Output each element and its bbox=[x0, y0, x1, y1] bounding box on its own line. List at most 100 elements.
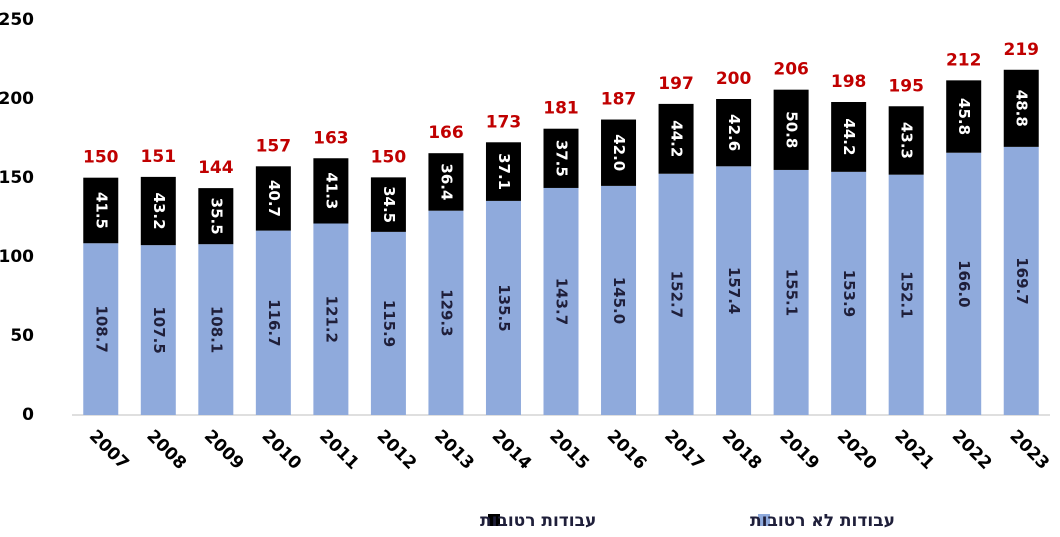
x-tick-label: 2019 bbox=[775, 426, 823, 474]
legend-swatch bbox=[488, 514, 500, 526]
segment-label: 157.4 bbox=[725, 267, 743, 314]
bar-segment bbox=[716, 166, 752, 415]
bar-segment bbox=[601, 119, 637, 186]
x-tick-label: 2022 bbox=[948, 426, 996, 474]
x-tick-label: 2007 bbox=[85, 426, 133, 474]
segment-label: 135.5 bbox=[495, 284, 513, 331]
y-tick-label: 200 bbox=[0, 89, 34, 109]
bar-segment bbox=[255, 230, 291, 415]
total-label: 157 bbox=[256, 136, 292, 156]
total-label: 173 bbox=[486, 112, 522, 132]
segment-label: 45.8 bbox=[955, 98, 973, 135]
y-tick-label: 250 bbox=[0, 10, 34, 30]
total-label: 151 bbox=[141, 147, 177, 167]
bar-segment bbox=[831, 171, 867, 415]
bar-segment bbox=[658, 103, 694, 174]
bar-segment bbox=[485, 200, 521, 415]
segment-label: 121.2 bbox=[322, 296, 340, 343]
bar-segment bbox=[370, 177, 406, 232]
x-tick-label: 2008 bbox=[142, 426, 190, 474]
total-label: 198 bbox=[831, 72, 867, 92]
bar-segment bbox=[888, 106, 924, 175]
bar-segment bbox=[198, 188, 234, 245]
x-tick-label: 2021 bbox=[890, 426, 938, 474]
segment-label: 37.5 bbox=[553, 140, 571, 177]
bar-segment bbox=[543, 128, 579, 188]
x-tick-label: 2013 bbox=[430, 426, 478, 474]
y-tick-label: 150 bbox=[0, 168, 34, 188]
segment-label: 41.5 bbox=[92, 192, 110, 229]
segment-label: 143.7 bbox=[553, 278, 571, 325]
total-label: 150 bbox=[83, 148, 119, 168]
x-tick-label: 2018 bbox=[718, 426, 766, 474]
bar-segment bbox=[83, 177, 119, 244]
bar-segment bbox=[428, 210, 464, 415]
bar-segment bbox=[543, 187, 579, 415]
x-tick-label: 2010 bbox=[258, 426, 306, 474]
total-label: 144 bbox=[198, 158, 234, 178]
segment-label: 108.1 bbox=[207, 306, 225, 353]
bar-segment bbox=[313, 223, 349, 415]
segment-label: 152.1 bbox=[898, 271, 916, 318]
segment-label: 41.3 bbox=[322, 172, 340, 209]
segment-label: 107.5 bbox=[150, 306, 168, 353]
x-tick-label: 2016 bbox=[603, 426, 651, 474]
segment-label: 36.4 bbox=[437, 163, 455, 200]
segment-label: 42.6 bbox=[725, 114, 743, 151]
total-label: 197 bbox=[658, 74, 694, 94]
total-label: 187 bbox=[601, 90, 637, 110]
segment-label: 40.7 bbox=[265, 180, 283, 217]
segment-label: 34.5 bbox=[380, 186, 398, 223]
bar-segment bbox=[428, 153, 464, 211]
bar-segment bbox=[946, 80, 982, 153]
segment-label: 145.0 bbox=[610, 277, 628, 324]
segment-label: 155.1 bbox=[783, 269, 801, 316]
total-label: 181 bbox=[543, 99, 579, 119]
x-tick-label: 2023 bbox=[1005, 426, 1053, 474]
bar-segment bbox=[255, 166, 291, 231]
total-label: 200 bbox=[716, 69, 752, 89]
total-label: 212 bbox=[946, 50, 982, 70]
segment-label: 43.2 bbox=[150, 193, 168, 230]
segment-label: 43.3 bbox=[898, 122, 916, 159]
segment-label: 153.9 bbox=[840, 270, 858, 317]
bar-segment bbox=[370, 231, 406, 415]
bar-segment bbox=[888, 174, 924, 415]
segment-label: 48.8 bbox=[1013, 90, 1031, 127]
bar-segment bbox=[140, 176, 176, 246]
segment-label: 152.7 bbox=[668, 271, 686, 318]
segment-label: 129.3 bbox=[437, 289, 455, 336]
y-tick-label: 0 bbox=[22, 405, 34, 425]
total-label: 219 bbox=[1003, 40, 1039, 60]
segment-label: 35.5 bbox=[207, 198, 225, 235]
segment-label: 44.2 bbox=[668, 120, 686, 157]
x-tick-label: 2014 bbox=[488, 426, 536, 474]
total-label: 206 bbox=[773, 60, 809, 80]
segment-label: 169.7 bbox=[1013, 257, 1031, 304]
x-tick-label: 2015 bbox=[545, 426, 593, 474]
bar-segment bbox=[773, 169, 809, 415]
segment-label: 44.2 bbox=[840, 118, 858, 155]
segment-label: 37.1 bbox=[495, 153, 513, 190]
legend-label: עבודות לא רטובות bbox=[750, 511, 895, 531]
bar-segment bbox=[946, 152, 982, 415]
total-label: 166 bbox=[428, 123, 464, 143]
bar-segment bbox=[658, 173, 694, 415]
segment-label: 42.0 bbox=[610, 134, 628, 171]
bar-segment bbox=[601, 185, 637, 415]
bar-segment bbox=[485, 142, 521, 201]
bar-segment bbox=[198, 244, 234, 415]
total-label: 195 bbox=[888, 76, 924, 96]
bar-segment bbox=[313, 158, 349, 224]
legend-label: עבודות רטובות bbox=[480, 511, 596, 531]
x-tick-label: 2017 bbox=[660, 426, 708, 474]
x-tick-label: 2020 bbox=[833, 426, 881, 474]
bar-segment bbox=[716, 99, 752, 167]
legend-swatch bbox=[758, 514, 770, 526]
bar-segment bbox=[773, 89, 809, 170]
bar-segment bbox=[83, 243, 119, 415]
bar-segment bbox=[831, 102, 867, 172]
y-tick-label: 100 bbox=[0, 247, 34, 267]
x-tick-label: 2009 bbox=[200, 426, 248, 474]
